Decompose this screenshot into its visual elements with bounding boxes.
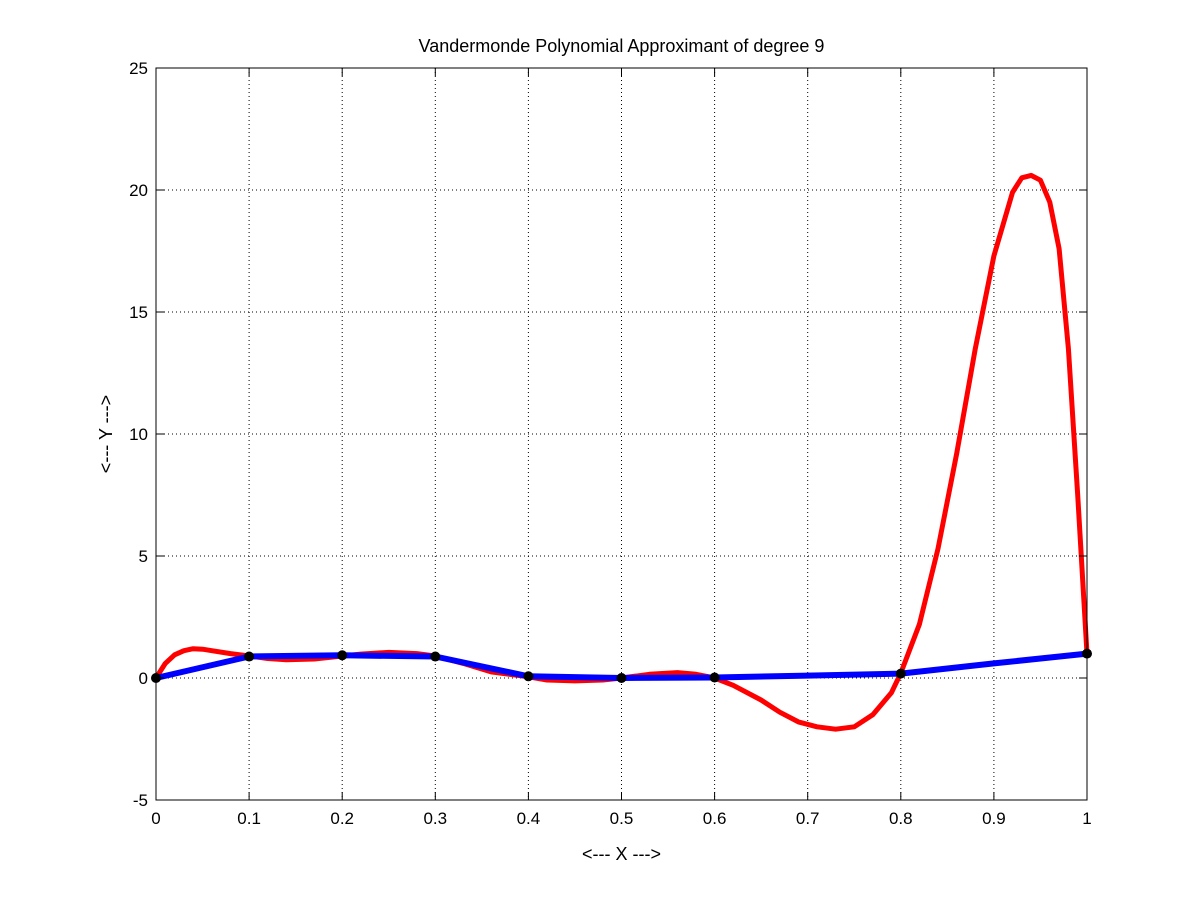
data-point xyxy=(895,668,906,679)
y-tick-label: 5 xyxy=(139,547,148,566)
data-point xyxy=(244,651,255,662)
x-tick-label: 1 xyxy=(1082,809,1091,828)
axes-background xyxy=(156,68,1087,800)
ticks: 0 0.1 0.2 0.3 0.4 0.5 0.6 0.7 0.8 0.9 1-5051015202… xyxy=(129,59,1092,828)
data-point xyxy=(616,673,627,683)
data-point xyxy=(523,671,534,682)
x-tick-label: 0.3 xyxy=(423,809,447,828)
x-tick-label: 0.9 xyxy=(982,809,1006,828)
x-axis-label: <--- X ---> xyxy=(582,844,661,864)
data-point xyxy=(337,650,348,661)
x-tick-label: 0.2 xyxy=(330,809,354,828)
x-tick-label: 0.6 xyxy=(703,809,727,828)
y-axis-label: <--- Y ---> xyxy=(96,395,116,473)
x-tick-label: 0.1 xyxy=(237,809,261,828)
y-tick-label: 10 xyxy=(129,425,148,444)
y-tick-label: 15 xyxy=(129,303,148,322)
chart-title: Vandermonde Polynomial Approximant of de… xyxy=(419,36,825,56)
y-tick-label: 0 xyxy=(139,669,148,688)
x-tick-label: 0.4 xyxy=(517,809,541,828)
x-tick-label: 0 xyxy=(151,809,160,828)
y-tick-label: 20 xyxy=(129,181,148,200)
y-tick-label: 25 xyxy=(129,59,148,78)
x-tick-label: 0.5 xyxy=(610,809,634,828)
data-point xyxy=(709,672,720,683)
x-tick-label: 0.8 xyxy=(889,809,913,828)
x-tick-label: 0.7 xyxy=(796,809,820,828)
data-point xyxy=(430,651,441,662)
y-tick-label: -5 xyxy=(133,791,148,810)
